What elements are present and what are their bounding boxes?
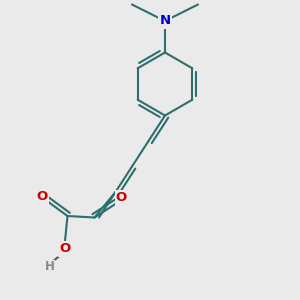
Text: H: H <box>45 260 54 274</box>
Text: O: O <box>116 191 127 205</box>
Text: N: N <box>159 14 171 28</box>
Text: O: O <box>59 242 70 256</box>
Text: O: O <box>36 190 48 203</box>
